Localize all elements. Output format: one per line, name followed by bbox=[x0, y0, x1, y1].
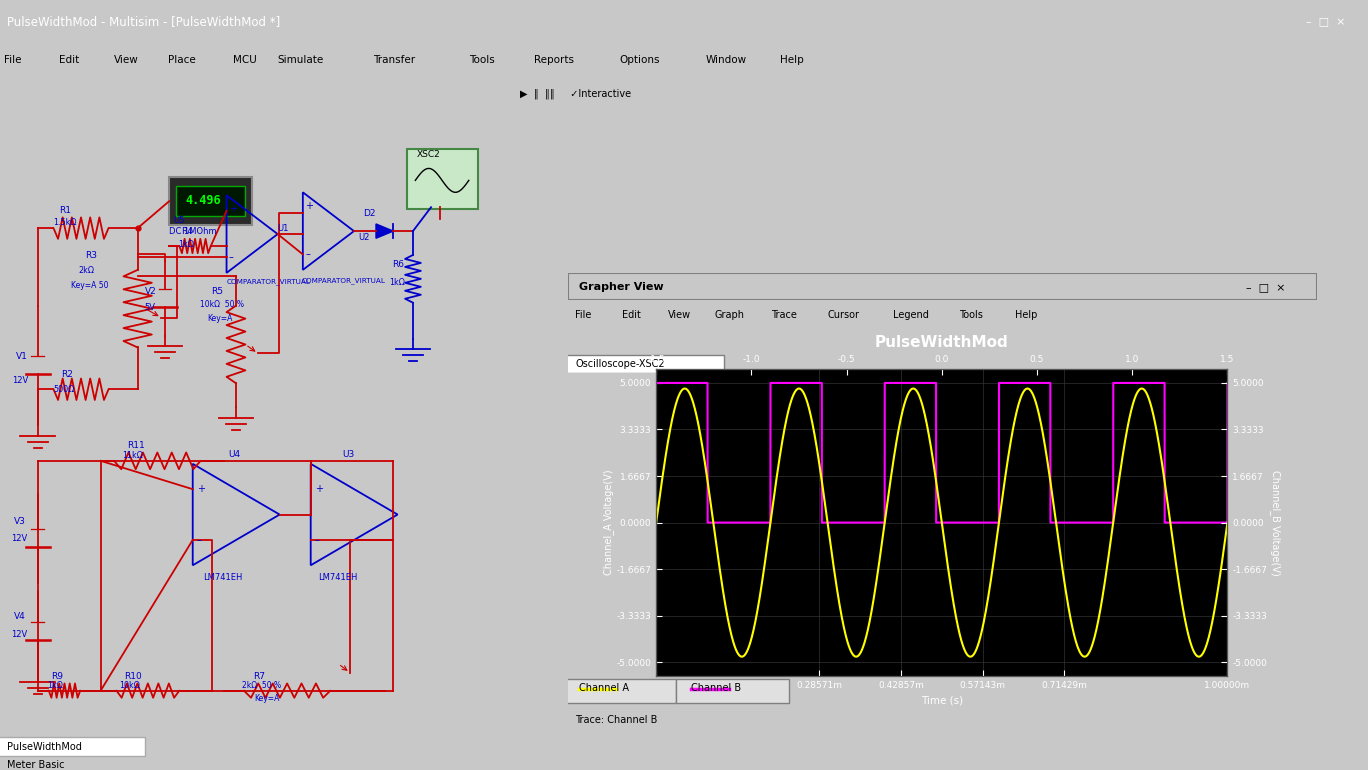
FancyBboxPatch shape bbox=[676, 678, 789, 703]
Text: XSC2: XSC2 bbox=[417, 149, 440, 159]
Text: PulseWidthMod - Multisim - [PulseWidthMod *]: PulseWidthMod - Multisim - [PulseWidthMo… bbox=[7, 15, 280, 28]
Text: R2: R2 bbox=[62, 370, 74, 380]
Text: +: + bbox=[228, 204, 237, 214]
Text: File: File bbox=[575, 310, 591, 320]
Text: Trace: Channel B: Trace: Channel B bbox=[575, 715, 658, 725]
Y-axis label: Channel_A Voltage(V): Channel_A Voltage(V) bbox=[603, 470, 614, 575]
Text: View: View bbox=[668, 310, 691, 320]
Text: +: + bbox=[197, 484, 205, 494]
Text: 2kΩ  50 %: 2kΩ 50 % bbox=[242, 681, 282, 690]
Text: File: File bbox=[4, 55, 22, 65]
Text: 5V: 5V bbox=[145, 303, 156, 313]
Text: ▶  ‖  ‖‖     ✓Interactive: ▶ ‖ ‖‖ ✓Interactive bbox=[520, 89, 631, 99]
Text: U3: U3 bbox=[342, 450, 354, 459]
Text: Edit: Edit bbox=[59, 55, 79, 65]
FancyBboxPatch shape bbox=[176, 186, 245, 216]
X-axis label: Time (s): Time (s) bbox=[921, 695, 963, 705]
Text: Cursor: Cursor bbox=[828, 310, 859, 320]
Text: Reports: Reports bbox=[534, 55, 575, 65]
Text: U5: U5 bbox=[172, 216, 185, 226]
FancyBboxPatch shape bbox=[564, 678, 676, 703]
Text: –: – bbox=[228, 253, 234, 263]
Text: COMPARATOR_VIRTUAL: COMPARATOR_VIRTUAL bbox=[227, 279, 311, 286]
Text: U4: U4 bbox=[228, 450, 241, 459]
Text: Key=A: Key=A bbox=[254, 695, 279, 703]
Text: 1kΩ: 1kΩ bbox=[47, 681, 63, 690]
Text: +: + bbox=[315, 484, 323, 494]
Text: 500Ω: 500Ω bbox=[53, 385, 75, 394]
Text: V1: V1 bbox=[15, 353, 27, 361]
Text: PulseWidthMod: PulseWidthMod bbox=[7, 742, 82, 752]
FancyBboxPatch shape bbox=[170, 177, 252, 225]
Text: DC 1MOhm: DC 1MOhm bbox=[170, 227, 216, 236]
Text: Graph: Graph bbox=[714, 310, 744, 320]
Y-axis label: Channel_B Voltage(V): Channel_B Voltage(V) bbox=[1270, 470, 1280, 575]
Text: –: – bbox=[315, 535, 320, 545]
Text: R5: R5 bbox=[211, 286, 223, 296]
Text: Place: Place bbox=[168, 55, 196, 65]
Text: R4: R4 bbox=[181, 227, 193, 236]
Text: 1.5kΩ: 1.5kΩ bbox=[53, 218, 77, 227]
Text: Legend: Legend bbox=[893, 310, 929, 320]
Text: 2kΩ: 2kΩ bbox=[78, 266, 94, 275]
Text: Key=A 50: Key=A 50 bbox=[71, 281, 108, 290]
Text: Key=A: Key=A bbox=[207, 313, 233, 323]
Text: U2: U2 bbox=[358, 233, 369, 242]
Text: R6: R6 bbox=[391, 260, 404, 269]
Polygon shape bbox=[376, 224, 394, 238]
Text: 4.496: 4.496 bbox=[186, 194, 222, 207]
Text: 10kΩ: 10kΩ bbox=[119, 681, 141, 690]
Text: View: View bbox=[114, 55, 138, 65]
Text: V4: V4 bbox=[14, 612, 26, 621]
Text: Transfer: Transfer bbox=[373, 55, 416, 65]
Text: Channel B: Channel B bbox=[691, 683, 741, 693]
Text: 12V: 12V bbox=[12, 377, 29, 385]
Text: 12V: 12V bbox=[11, 630, 27, 639]
Text: Help: Help bbox=[780, 55, 804, 65]
Text: 1kΩ: 1kΩ bbox=[390, 278, 405, 286]
FancyBboxPatch shape bbox=[406, 149, 479, 209]
Text: V3: V3 bbox=[14, 517, 26, 525]
Text: R9: R9 bbox=[51, 671, 63, 681]
Text: R11: R11 bbox=[127, 440, 145, 450]
Text: –: – bbox=[305, 249, 311, 259]
Text: +: + bbox=[305, 201, 313, 211]
Text: 10kΩ  50 %: 10kΩ 50 % bbox=[200, 300, 244, 309]
Text: –  □  ×: – □ × bbox=[1306, 16, 1346, 26]
Text: R1: R1 bbox=[59, 206, 71, 215]
Text: U1: U1 bbox=[276, 224, 289, 233]
Text: Help: Help bbox=[1015, 310, 1038, 320]
Text: Trace: Trace bbox=[772, 310, 796, 320]
Text: Edit: Edit bbox=[621, 310, 640, 320]
Text: Grapher View: Grapher View bbox=[579, 282, 663, 292]
Text: Oscilloscope-XSC2: Oscilloscope-XSC2 bbox=[575, 359, 665, 369]
Text: 1kΩ: 1kΩ bbox=[178, 240, 194, 249]
Text: Meter Basic: Meter Basic bbox=[7, 760, 64, 770]
Text: Channel A: Channel A bbox=[579, 683, 629, 693]
Text: LM741EH: LM741EH bbox=[319, 573, 358, 582]
Text: V2: V2 bbox=[145, 286, 156, 296]
Text: COMPARATOR_VIRTUAL: COMPARATOR_VIRTUAL bbox=[301, 277, 386, 283]
Text: D2: D2 bbox=[364, 209, 376, 218]
FancyBboxPatch shape bbox=[0, 737, 145, 756]
Text: 12V: 12V bbox=[11, 534, 27, 544]
Text: MCU: MCU bbox=[233, 55, 257, 65]
Text: LM741EH: LM741EH bbox=[202, 573, 242, 582]
Text: –: – bbox=[197, 535, 201, 545]
FancyBboxPatch shape bbox=[562, 355, 724, 373]
Text: Window: Window bbox=[706, 55, 747, 65]
Text: Simulate: Simulate bbox=[278, 55, 324, 65]
Text: Options: Options bbox=[620, 55, 661, 65]
Text: Tools: Tools bbox=[469, 55, 495, 65]
Text: R3: R3 bbox=[85, 251, 97, 260]
Text: R10: R10 bbox=[124, 671, 142, 681]
Text: –  □  ×: – □ × bbox=[1246, 282, 1286, 292]
Text: Tools: Tools bbox=[959, 310, 984, 320]
Text: 11kΩ: 11kΩ bbox=[122, 451, 142, 460]
Text: R7: R7 bbox=[253, 671, 265, 681]
Title: PulseWidthMod: PulseWidthMod bbox=[876, 335, 1008, 350]
